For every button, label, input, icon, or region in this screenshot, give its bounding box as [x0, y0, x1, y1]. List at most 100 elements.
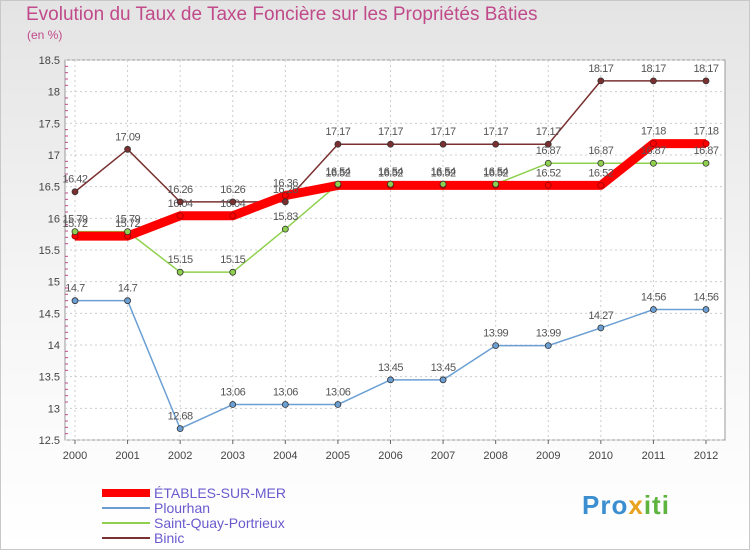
y-tick-label: 14.5	[39, 308, 60, 320]
data-point	[71, 228, 79, 236]
y-tick-label: 15.5	[39, 245, 60, 257]
data-point	[124, 228, 131, 236]
data-point	[650, 77, 657, 85]
x-tick-label: 2006	[378, 450, 402, 462]
y-tick-label: 17	[48, 150, 60, 162]
data-label: 14.7	[118, 283, 138, 295]
data-label: 14.7	[65, 283, 85, 295]
data-label: 16.52	[536, 167, 561, 179]
data-label: 13.06	[325, 387, 350, 399]
x-tick-label: 2007	[431, 450, 455, 462]
data-label: 15.79	[62, 214, 87, 226]
data-point	[597, 324, 605, 332]
data-label: 13.06	[220, 387, 245, 399]
data-point	[597, 159, 605, 167]
data-point	[229, 212, 237, 220]
data-label: 16.54	[431, 166, 456, 178]
legend-label: Plourhan	[154, 500, 211, 516]
data-point	[544, 181, 552, 189]
data-label: 15.15	[220, 254, 245, 266]
x-tick-label: 2005	[326, 450, 350, 462]
data-point	[334, 401, 342, 408]
y-tick-label: 18	[48, 87, 60, 99]
data-label: 17.09	[115, 131, 140, 143]
data-point	[71, 188, 79, 196]
data-point	[387, 180, 394, 188]
y-tick-label: 17.5	[39, 118, 60, 130]
data-point	[124, 297, 131, 305]
data-label: 17.18	[693, 126, 718, 138]
data-point	[492, 140, 500, 148]
data-label: 16.52	[588, 167, 613, 179]
data-label: 14.27	[588, 310, 613, 322]
data-point	[229, 268, 237, 276]
legend-label: Saint-Quay-Portrieux	[154, 515, 285, 531]
data-label: 16.52	[378, 167, 403, 179]
data-point	[71, 297, 79, 305]
data-point	[597, 181, 605, 189]
y-tick-label: 16	[48, 213, 60, 225]
data-label: 17.17	[325, 126, 350, 138]
data-label: 16.87	[693, 145, 718, 157]
data-label: 16.26	[273, 184, 298, 196]
data-label: 15.72	[115, 218, 140, 230]
legend-label: Binic	[154, 530, 185, 546]
y-tick-label: 16.5	[39, 182, 60, 194]
data-point	[334, 180, 342, 188]
data-point	[334, 140, 342, 148]
data-label: 15.79	[115, 214, 140, 226]
data-point	[387, 140, 394, 148]
legend-label: ÉTABLES-SUR-MER	[154, 485, 286, 501]
y-tick-label: 12.5	[39, 435, 60, 447]
data-point	[176, 212, 184, 220]
data-point	[176, 425, 184, 433]
data-label: 13.99	[483, 328, 508, 340]
data-point	[650, 306, 657, 313]
data-label: 16.87	[641, 145, 666, 157]
logo-part-2: x	[628, 490, 644, 520]
data-point	[544, 342, 552, 350]
y-tick-label: 18.5	[39, 55, 60, 67]
data-label: 14.56	[641, 292, 666, 304]
x-tick-label: 2012	[694, 450, 718, 462]
legend-swatch	[102, 522, 150, 524]
data-label: 15.83	[273, 211, 298, 223]
x-tick-label: 2010	[589, 450, 613, 462]
data-label: 16.54	[325, 166, 350, 178]
data-point	[281, 401, 289, 408]
data-point	[702, 159, 710, 167]
x-tick-label: 2011	[642, 450, 666, 462]
legend-swatch	[102, 537, 150, 539]
data-label: 17.17	[431, 126, 456, 138]
data-point	[387, 376, 394, 384]
data-label: 13.45	[431, 362, 456, 374]
data-point	[439, 180, 447, 188]
data-point	[650, 159, 657, 167]
data-label: 16.36	[273, 178, 298, 190]
data-point	[492, 342, 500, 350]
data-label: 16.52	[483, 167, 508, 179]
x-tick-label: 2004	[273, 450, 297, 462]
x-tick-label: 2009	[536, 450, 560, 462]
data-point	[281, 225, 289, 233]
x-tick-label: 2000	[63, 450, 87, 462]
y-tick-label: 14	[48, 340, 60, 352]
logo-part-3: iti	[643, 490, 670, 520]
chart-title: Evolution du Taux de Taxe Foncière sur l…	[26, 4, 538, 25]
logo-part-1: Pro	[582, 490, 629, 520]
data-label: 16.42	[62, 174, 87, 186]
data-point	[439, 376, 447, 384]
data-point	[544, 140, 552, 148]
data-label: 15.15	[168, 254, 193, 266]
data-label: 13.99	[536, 328, 561, 340]
data-label: 18.17	[588, 63, 613, 75]
chart-subtitle: (en %)	[27, 28, 63, 42]
data-point	[124, 145, 131, 153]
x-tick-label: 2003	[221, 450, 245, 462]
data-label: 18.17	[693, 63, 718, 75]
data-point	[176, 268, 184, 276]
data-label: 16.87	[588, 145, 613, 157]
data-point	[229, 198, 237, 206]
data-label: 17.18	[641, 126, 666, 138]
y-tick-label: 15	[48, 277, 60, 289]
